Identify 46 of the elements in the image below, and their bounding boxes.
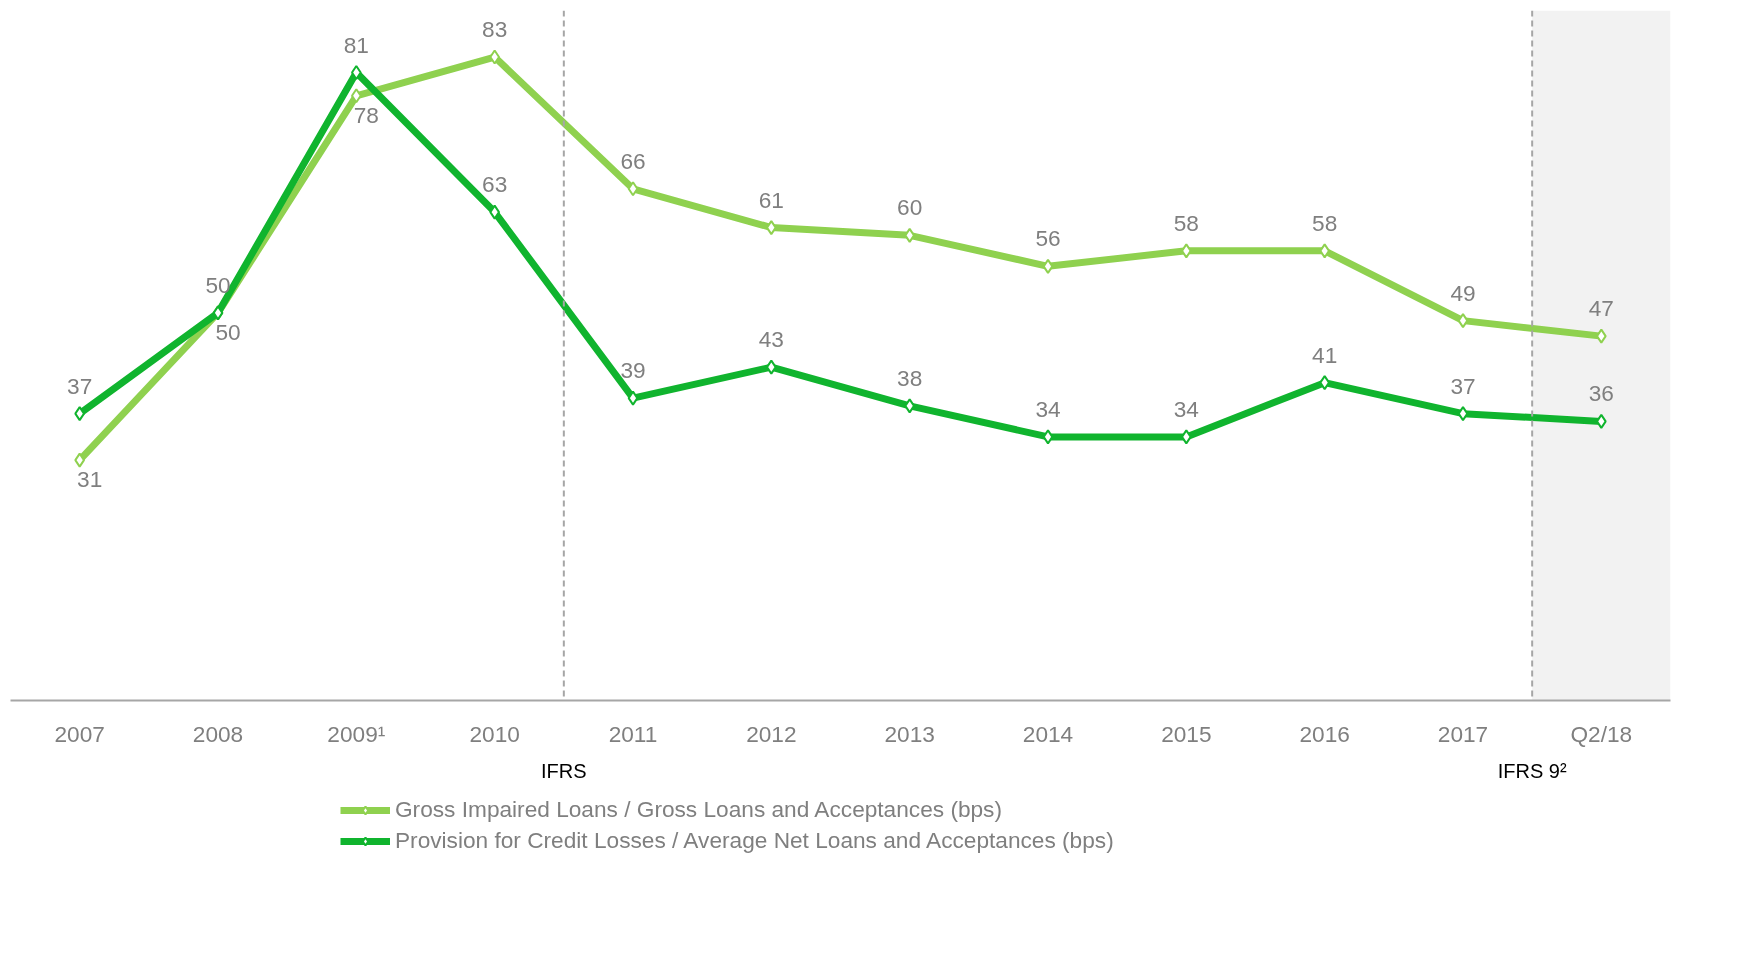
data-label: 37: [67, 372, 93, 399]
point: [627, 390, 639, 406]
data-label: 34: [1173, 395, 1199, 422]
point: [1457, 406, 1469, 422]
data-label: 43: [758, 326, 784, 353]
data-label: 78: [353, 101, 379, 128]
x-tick-label: 2012: [746, 720, 797, 747]
data-label: 56: [1035, 225, 1061, 252]
data-label: 36: [1588, 380, 1614, 407]
data-label: 47: [1588, 295, 1614, 322]
data-label: 66: [620, 147, 646, 174]
data-label: 63: [482, 171, 508, 198]
point: [627, 181, 639, 197]
data-label: 49: [1450, 279, 1476, 306]
x-tick-label: 2015: [1161, 720, 1212, 747]
data-label: 83: [482, 16, 508, 43]
point: [1457, 313, 1469, 329]
data-label: 41: [1312, 341, 1338, 368]
data-label: 37: [1450, 372, 1476, 399]
data-label: 58: [1312, 209, 1338, 236]
data-label: 61: [758, 186, 784, 213]
text: IFRS 9²: [1497, 759, 1567, 782]
data-label: 39: [620, 357, 646, 384]
x-tick-label: 2008: [192, 720, 244, 747]
x-tick-label: 2010: [469, 720, 520, 747]
data-label: 31: [77, 466, 103, 493]
legend-label: Provision for Credit Losses / Average Net Loans and Acceptances (bps): [395, 827, 1114, 854]
x-tick-label: 2017: [1437, 720, 1489, 747]
data-label: 38: [897, 364, 923, 391]
text: IFRS: [541, 759, 587, 782]
legend-label: Gross Impaired Loans / Gross Loans and Acceptances (bps): [395, 796, 1002, 823]
data-label: 60: [897, 194, 923, 221]
point: [1042, 429, 1054, 445]
data-label: 58: [1173, 209, 1199, 236]
x-tick-label: 2016: [1299, 720, 1350, 747]
data-label: 81: [343, 31, 369, 58]
x-tick-label: 2014: [1022, 720, 1074, 747]
point: [1042, 258, 1054, 274]
data-label: 34: [1035, 395, 1061, 422]
x-tick-label: 2013: [884, 720, 935, 747]
data-label: 50: [205, 271, 231, 298]
x-tick-label: 2011: [608, 720, 658, 747]
x-tick-label: 2009¹: [327, 720, 386, 747]
x-tick-label: 2007: [54, 720, 105, 747]
data-label: 50: [215, 318, 241, 345]
x-tick-label: Q2/18: [1570, 720, 1633, 747]
